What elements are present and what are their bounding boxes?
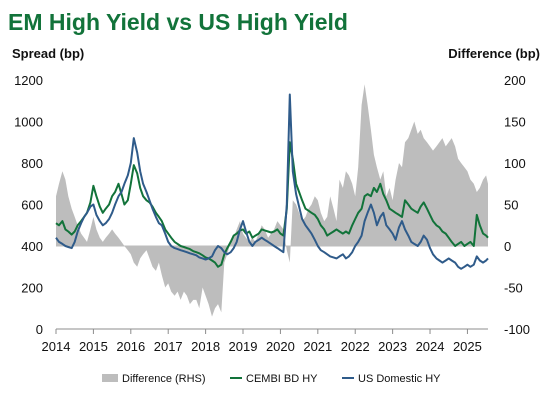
y-tick-label: 1200: [14, 73, 43, 88]
y2-tick-label: 100: [504, 156, 526, 171]
x-tick-label: 2018: [191, 339, 220, 354]
legend-swatch-difference: [102, 374, 118, 382]
x-tick-label: 2015: [79, 339, 108, 354]
y2-tick-label: -50: [504, 281, 523, 296]
plot-area: [55, 84, 489, 317]
line-layer: [55, 93, 489, 270]
axes: 2014 2015 2016 2017 2018 2019 2020 2021 2022 2023…: [14, 73, 530, 354]
left-axis-title: Spread (bp): [12, 46, 84, 61]
x-tick-label: 2023: [378, 339, 407, 354]
legend-label: Difference (RHS): [122, 373, 206, 385]
y2-tick-label: 0: [504, 239, 511, 254]
y2-tick-label: 200: [504, 73, 526, 88]
series-line-us-domestic-hy: [55, 93, 489, 270]
difference-area-layer: [56, 84, 488, 317]
right-axis-title: Difference (bp): [448, 46, 540, 61]
x-tick-label: 2022: [341, 339, 370, 354]
chart-title: EM High Yield vs US High Yield: [8, 9, 348, 35]
y2-tick-label: 50: [504, 198, 518, 213]
series-difference-area: [56, 84, 488, 317]
y-tick-label: 0: [36, 322, 43, 337]
x-tick-label: 2016: [116, 339, 145, 354]
x-tick-label: 2014: [42, 339, 71, 354]
legend-label: CEMBI BD HY: [246, 373, 318, 385]
series-line-cembi-bd-hy: [55, 141, 489, 268]
legend: Difference (RHS) CEMBI BD HY US Domestic H…: [102, 373, 441, 385]
y-tick-label: 600: [21, 198, 43, 213]
y-tick-label: 400: [21, 239, 43, 254]
y-tick-label: 800: [21, 156, 43, 171]
y-tick-label: 200: [21, 281, 43, 296]
x-tick-label: 2019: [229, 339, 258, 354]
legend-label: US Domestic HY: [358, 373, 441, 385]
y-tick-label: 1000: [14, 115, 43, 130]
x-tick-label: 2024: [416, 339, 445, 354]
x-tick-label: 2017: [154, 339, 183, 354]
x-tick-label: 2025: [453, 339, 482, 354]
x-tick-label: 2021: [303, 339, 332, 354]
x-tick-label: 2020: [266, 339, 295, 354]
y2-tick-label: 150: [504, 115, 526, 130]
y2-tick-label: -100: [504, 322, 530, 337]
